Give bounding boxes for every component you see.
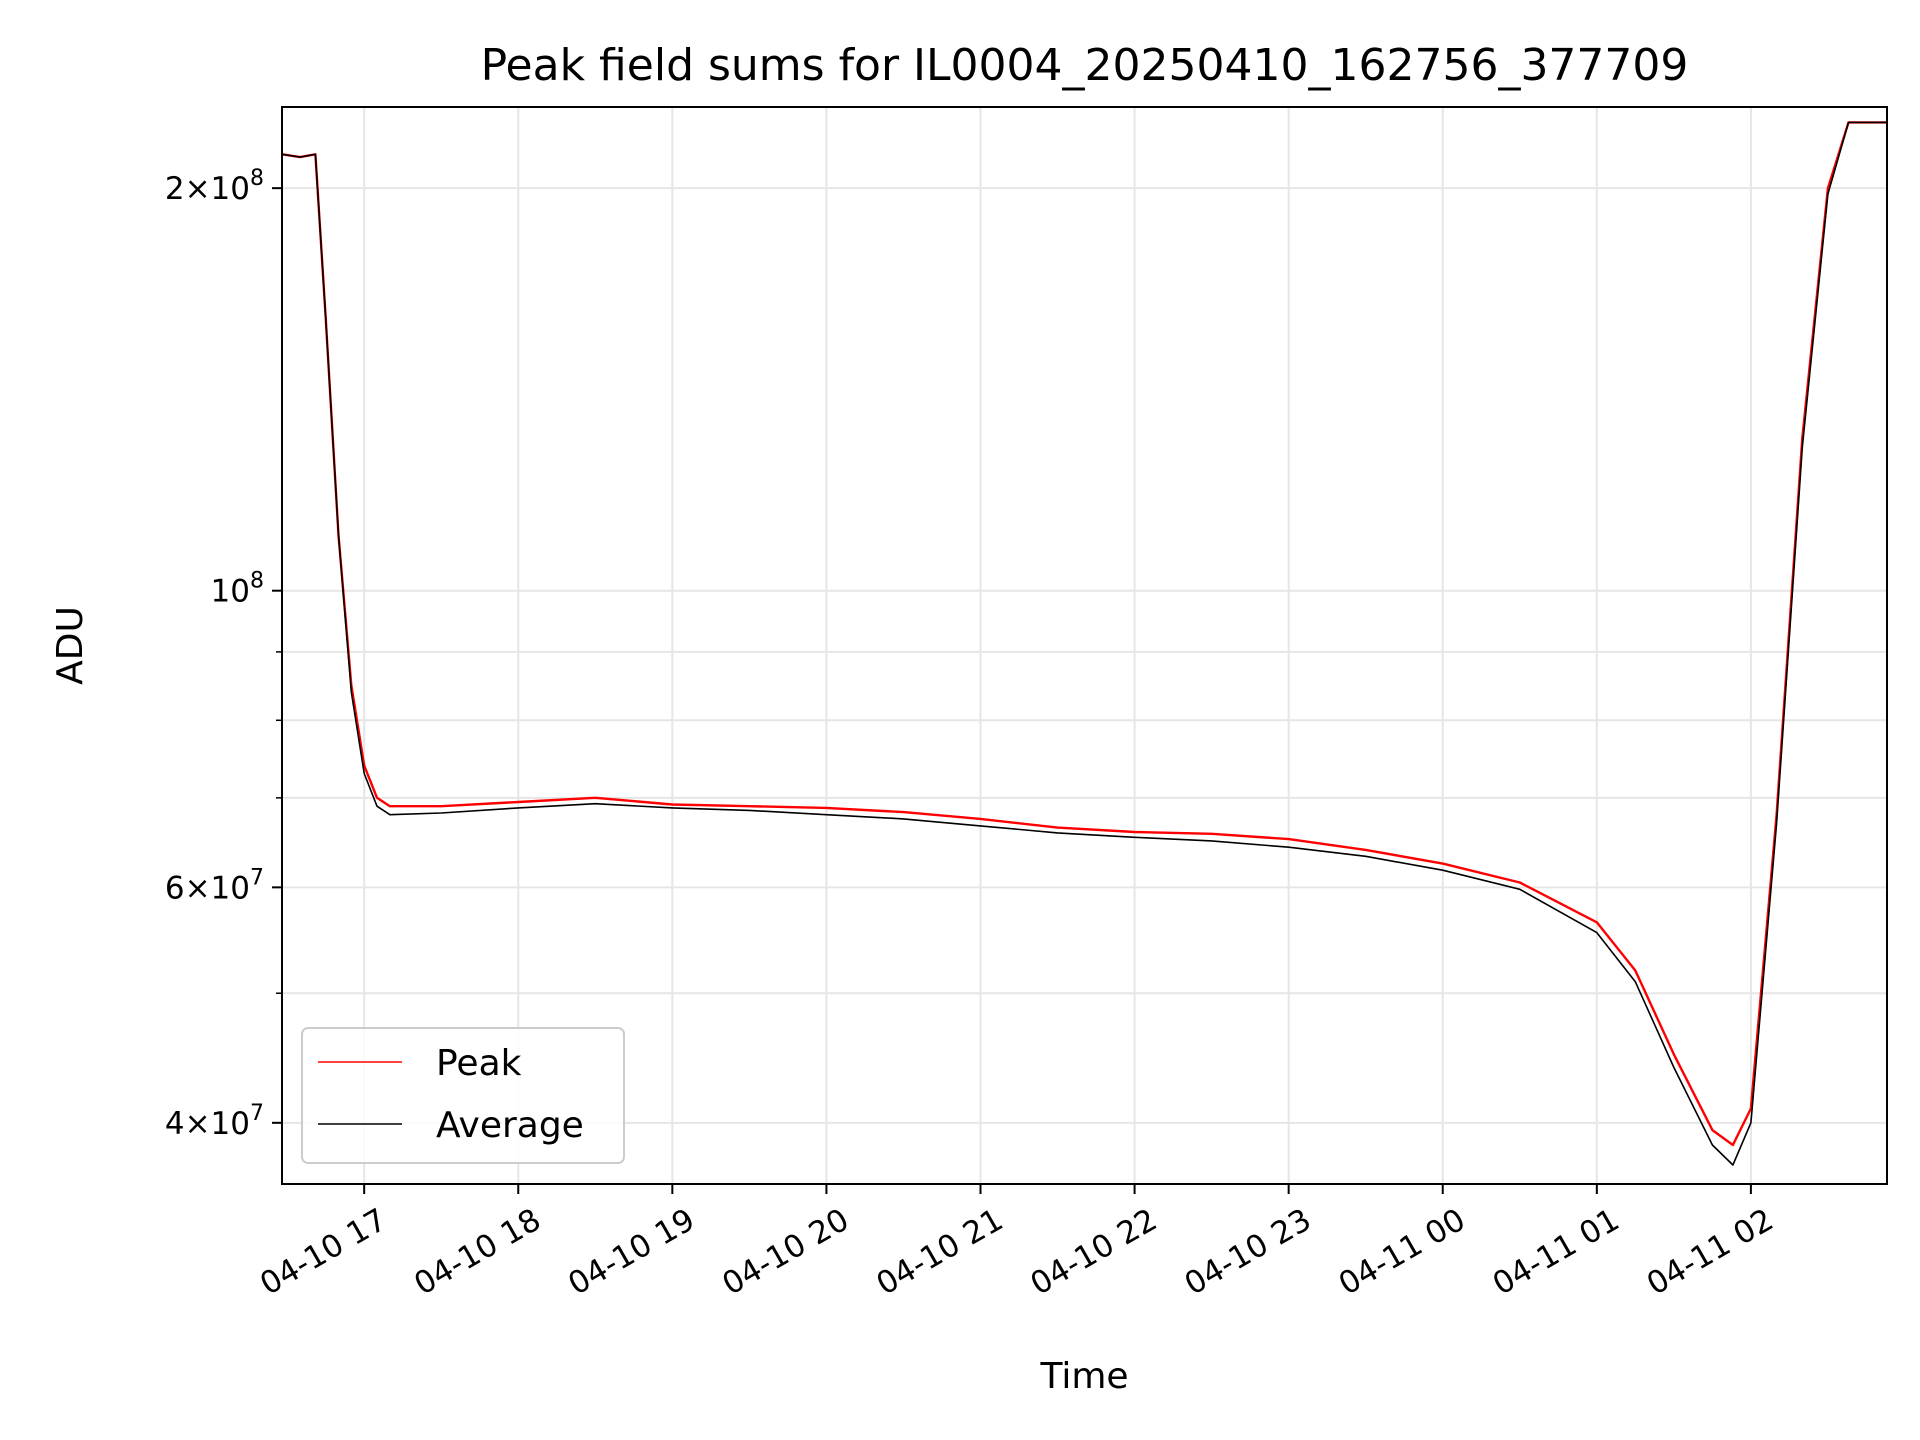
series-line-peak (282, 121, 1887, 1147)
grid (282, 107, 1887, 1184)
legend: Peak Average (301, 1027, 625, 1164)
x-axis-label: Time (1039, 1356, 1128, 1397)
y-tick-label: 2×108 (165, 166, 264, 207)
plot-area (282, 121, 1887, 1166)
series-line-average (282, 121, 1887, 1166)
chart-title: Peak field sums for IL0004_20250410_1627… (481, 40, 1689, 91)
y-axis: 4×107 6×107 108 2×108 (165, 166, 282, 1142)
legend-label-peak: Peak (436, 1043, 522, 1084)
y-tick-label: 6×107 (165, 865, 264, 906)
axes-frame (281, 106, 1888, 1185)
y-axis-label: ADU (50, 606, 91, 685)
y-tick-label: 4×107 (165, 1101, 264, 1142)
y-tick-label: 108 (211, 569, 264, 610)
legend-label-average: Average (436, 1105, 584, 1146)
